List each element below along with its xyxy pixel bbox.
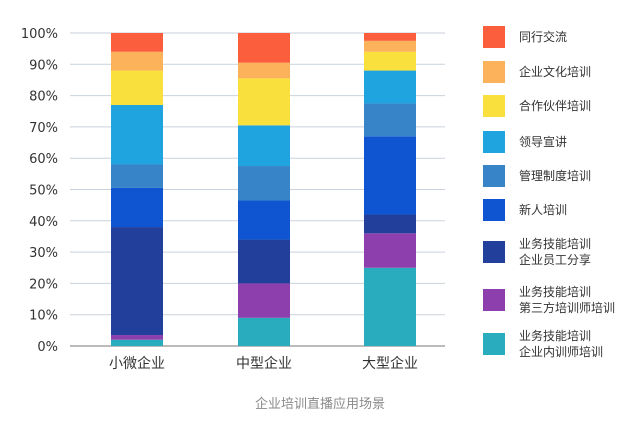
bar-segment: [364, 214, 416, 234]
legend-swatch: [483, 61, 505, 83]
y-tick-label: 40%: [29, 215, 58, 230]
bar-segment: [238, 317, 290, 346]
bar-segment: [238, 239, 290, 284]
bar-segment: [364, 33, 416, 41]
legend-label: 企业文化培训: [519, 64, 591, 79]
bar-segment: [364, 40, 416, 52]
bar-segment: [111, 70, 163, 105]
bar-segment: [111, 33, 163, 52]
legend-swatch: [483, 165, 505, 187]
bar-segment: [364, 103, 416, 137]
legend-swatch: [483, 289, 505, 311]
legend-swatch: [483, 333, 505, 355]
bar-segment: [364, 233, 416, 268]
legend-swatch: [483, 241, 505, 263]
legend-swatch: [483, 199, 505, 221]
bars: [111, 33, 416, 346]
x-category-label: 大型企业: [362, 355, 418, 372]
bar-segment: [111, 335, 163, 340]
bar-segment: [238, 200, 290, 240]
y-tick-label: 50%: [29, 184, 58, 199]
y-tick-label: 0%: [37, 340, 58, 355]
bar-segment: [238, 283, 290, 318]
bar-segment: [111, 164, 163, 188]
y-tick-label: 20%: [29, 277, 58, 292]
x-category-label: 中型企业: [236, 355, 292, 372]
y-tick-label: 80%: [29, 90, 58, 105]
bar-segment: [238, 33, 290, 63]
legend: 同行交流企业文化培训合作伙伴培训领导宣讲管理制度培训新人培训业务技能培训企业员工…: [483, 26, 615, 359]
x-axis: 小微企业 中型企业 大型企业: [109, 355, 418, 372]
legend-swatch: [483, 95, 505, 117]
legend-label: 领导宣讲: [519, 134, 567, 149]
legend-label: 新人培训: [519, 202, 567, 217]
chart-caption: 企业培训直播应用场景: [255, 396, 385, 412]
legend-swatch: [483, 26, 505, 48]
legend-label: 业务技能培训: [519, 328, 591, 343]
legend-label: 第三方培训师培训: [519, 300, 615, 315]
bar-segment: [238, 125, 290, 167]
bar-segment: [238, 78, 290, 126]
bar-segment: [238, 166, 290, 201]
y-axis: 0% 10% 20% 30% 40% 50% 60% 70% 80% 90% 100%: [21, 27, 58, 355]
x-category-label: 小微企业: [109, 355, 165, 372]
bar-segment: [364, 267, 416, 346]
legend-label: 合作伙伴培训: [519, 98, 591, 113]
y-tick-label: 60%: [29, 152, 58, 167]
legend-label: 管理制度培训: [519, 168, 591, 183]
legend-label: 业务技能培训: [519, 236, 591, 251]
legend-label: 企业员工分享: [519, 252, 591, 267]
y-tick-label: 10%: [29, 309, 58, 324]
bar-segment: [111, 227, 163, 336]
y-tick-label: 100%: [21, 27, 58, 42]
bar-segment: [364, 136, 416, 215]
legend-swatch: [483, 131, 505, 153]
y-tick-label: 30%: [29, 246, 58, 261]
bar-segment: [364, 70, 416, 104]
bar-segment: [111, 187, 163, 228]
legend-label: 业务技能培训: [519, 284, 591, 299]
bar-segment: [111, 104, 163, 165]
bar-segment: [111, 339, 163, 346]
bar-segment: [238, 62, 290, 79]
y-tick-label: 70%: [29, 121, 58, 136]
legend-label: 同行交流: [519, 29, 567, 44]
legend-label: 企业内训师培训: [519, 344, 603, 359]
y-tick-label: 90%: [29, 58, 58, 73]
bar-segment: [364, 51, 416, 71]
bar-segment: [111, 51, 163, 71]
